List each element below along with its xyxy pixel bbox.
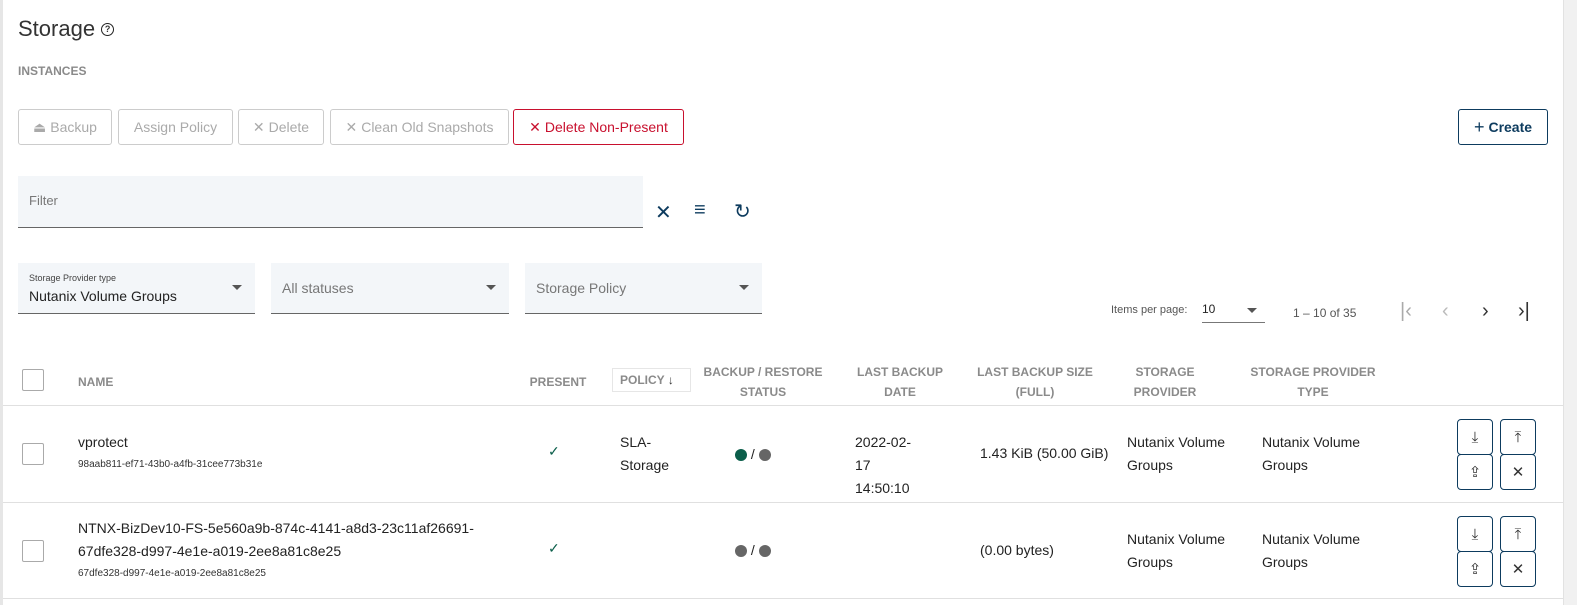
check-icon: ✓	[548, 443, 560, 459]
divider	[3, 598, 1563, 599]
left-border	[0, 0, 3, 605]
select-all-checkbox[interactable]	[22, 369, 44, 391]
chevron-down-icon	[232, 285, 242, 290]
backup-button[interactable]: ⤓	[1457, 516, 1493, 552]
row-checkbox[interactable]	[22, 443, 44, 465]
refresh-icon[interactable]: ↻	[734, 201, 751, 223]
scrollbar[interactable]	[1563, 0, 1577, 605]
export-button[interactable]: ⇪	[1457, 454, 1493, 490]
restore-status-dot	[758, 449, 771, 462]
backup-icon: ⤓	[1471, 428, 1479, 446]
row-status: /	[735, 539, 771, 562]
export-button[interactable]: ⇪	[1457, 551, 1493, 587]
restore-icon: ⤒	[1514, 428, 1522, 446]
items-per-page-select[interactable]: 10	[1202, 302, 1265, 323]
row-storage-provider-type: Nutanix Volume Groups	[1262, 434, 1361, 473]
column-header-present[interactable]: PRESENT	[529, 375, 587, 389]
restore-button[interactable]: ⤒	[1500, 516, 1536, 552]
row-name[interactable]: NTNX-BizDev10-FS-5e560a9b-874c-4141-a8d3…	[78, 520, 474, 559]
status-select[interactable]: All statuses	[271, 263, 509, 314]
backup-status-dot	[735, 545, 747, 558]
chevron-down-icon	[1247, 308, 1257, 313]
folder-upload-icon: ⇪	[1468, 464, 1482, 481]
clear-filter-icon[interactable]: ✕	[655, 202, 672, 224]
row-id: 67dfe328-d997-4e1e-a019-2ee8a81c8e25	[78, 568, 266, 579]
column-header-policy[interactable]: POLICY ↓	[612, 368, 691, 392]
row-checkbox[interactable]	[22, 540, 44, 562]
close-icon: ✕	[529, 118, 541, 135]
filter-input[interactable]: Filter	[18, 176, 643, 228]
backup-button[interactable]: ⏏ Backup	[18, 109, 112, 145]
clean-old-snapshots-button[interactable]: ✕ Clean Old Snapshots	[330, 109, 509, 145]
delete-row-button[interactable]: ✕	[1500, 454, 1536, 490]
delete-button[interactable]: ✕ Delete	[238, 109, 324, 145]
assign-policy-button[interactable]: Assign Policy	[118, 109, 233, 145]
create-button[interactable]: + Create	[1458, 109, 1548, 145]
previous-page-icon[interactable]: ‹	[1442, 300, 1449, 322]
plus-icon: +	[1473, 116, 1485, 137]
first-page-icon[interactable]: |‹	[1400, 300, 1412, 322]
column-header-name[interactable]: NAME	[78, 375, 114, 389]
row-last-backup-size: 1.43 KiB (50.00 GiB)	[980, 445, 1109, 461]
column-header-storage-provider[interactable]: STORAGE PROVIDER	[1133, 365, 1197, 399]
row-storage-provider-type: Nutanix Volume Groups	[1262, 531, 1361, 570]
sort-arrow-down-icon: ↓	[667, 373, 674, 387]
close-icon: ✕	[252, 118, 265, 135]
backup-icon: ⏏	[33, 118, 47, 135]
row-storage-provider: Nutanix Volume Groups	[1127, 434, 1226, 473]
check-icon: ✓	[548, 540, 560, 556]
next-page-icon[interactable]: ›	[1482, 300, 1489, 322]
chevron-down-icon	[486, 285, 496, 290]
row-id: 98aab811-ef71-43b0-a4fb-31cee773b31e	[78, 459, 263, 470]
chevron-down-icon	[739, 285, 749, 290]
restore-icon: ⤒	[1514, 525, 1522, 543]
section-label: INSTANCES	[18, 64, 87, 78]
items-per-page-label: Items per page:	[1111, 304, 1188, 316]
close-icon: ✕	[1511, 561, 1525, 578]
close-icon: ✕	[345, 118, 358, 135]
last-page-icon[interactable]: ›|	[1518, 300, 1530, 322]
folder-upload-icon: ⇪	[1468, 561, 1482, 578]
column-header-last-backup-date[interactable]: LAST BACKUP DATE	[857, 365, 943, 399]
backup-icon: ⤓	[1471, 525, 1479, 543]
help-circle-icon[interactable]: ?	[101, 22, 115, 36]
delete-row-button[interactable]: ✕	[1500, 551, 1536, 587]
divider	[3, 405, 1563, 406]
column-header-storage-provider-type[interactable]: STORAGE PROVIDER TYPE	[1250, 365, 1376, 399]
column-header-last-backup-size[interactable]: LAST BACKUP SIZE (FULL)	[977, 365, 1093, 399]
page-title: Storage?	[18, 16, 115, 42]
backup-status-dot	[735, 449, 747, 462]
row-last-backup-date: 2022-02-17 14:50:10	[855, 434, 912, 496]
columns-menu-icon[interactable]: ≡	[694, 199, 706, 221]
row-status: /	[735, 443, 771, 466]
column-header-backup-restore-status[interactable]: BACKUP / RESTORE STATUS	[703, 365, 823, 399]
page-range: 1 – 10 of 35	[1293, 306, 1357, 320]
row-policy: SLA-Storage	[620, 434, 670, 473]
restore-button[interactable]: ⤒	[1500, 419, 1536, 455]
close-icon: ✕	[1511, 464, 1525, 481]
delete-non-present-button[interactable]: ✕ Delete Non-Present	[513, 109, 684, 145]
row-last-backup-size: (0.00 bytes)	[980, 542, 1054, 558]
storage-provider-type-select[interactable]: Storage Provider type Nutanix Volume Gro…	[18, 263, 255, 314]
backup-button[interactable]: ⤓	[1457, 419, 1493, 455]
storage-policy-select[interactable]: Storage Policy	[525, 263, 762, 314]
row-storage-provider: Nutanix Volume Groups	[1127, 531, 1226, 570]
row-name[interactable]: vprotect	[78, 434, 128, 450]
restore-status-dot	[758, 545, 771, 558]
divider	[3, 502, 1563, 503]
